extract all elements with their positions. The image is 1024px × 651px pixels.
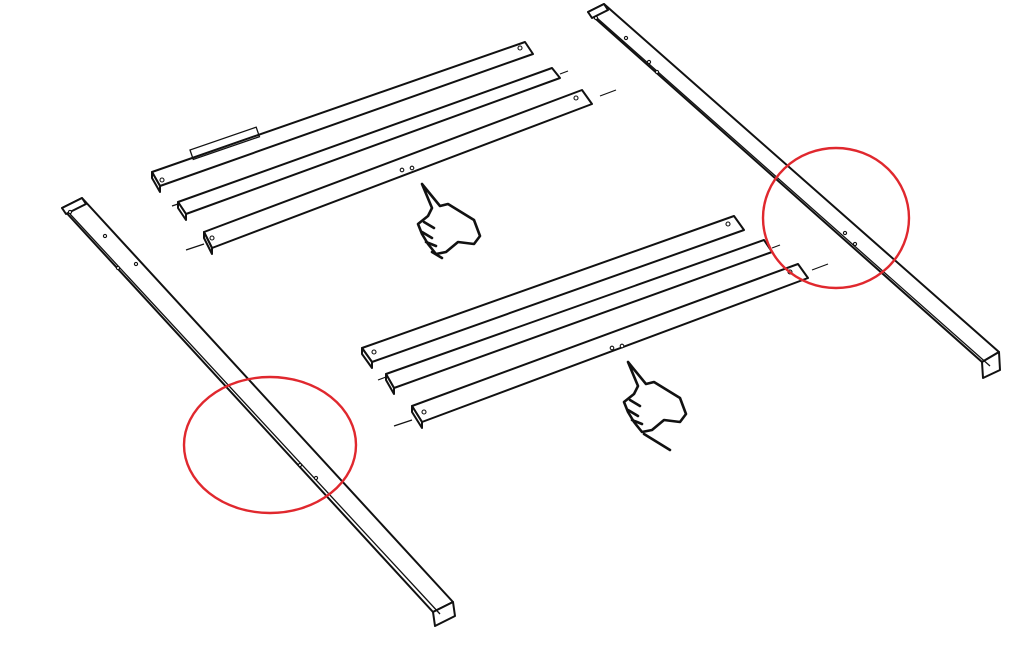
lower-rail-group xyxy=(361,215,829,429)
left-leg-post xyxy=(61,197,456,627)
upper-rail-group xyxy=(151,41,617,255)
lower-rail-2 xyxy=(377,239,781,395)
lower-rail-center-holes xyxy=(609,343,625,351)
right-leg-post xyxy=(587,3,1001,379)
right-leg-holes xyxy=(593,15,858,247)
upper-rail-center-holes xyxy=(399,165,415,173)
upper-rail-3 xyxy=(185,89,617,255)
left-leg-holes xyxy=(67,209,319,481)
highlight-circle-left-joint xyxy=(182,375,358,515)
upper-rail-2 xyxy=(171,67,569,221)
upper-rail-1 xyxy=(151,41,534,193)
lower-rail-3 xyxy=(393,263,829,429)
pointing-hand-icon xyxy=(416,182,482,260)
pointing-hand-icon xyxy=(622,360,688,452)
lower-rail-1 xyxy=(361,215,745,369)
highlight-circle-right-joint xyxy=(761,146,911,290)
